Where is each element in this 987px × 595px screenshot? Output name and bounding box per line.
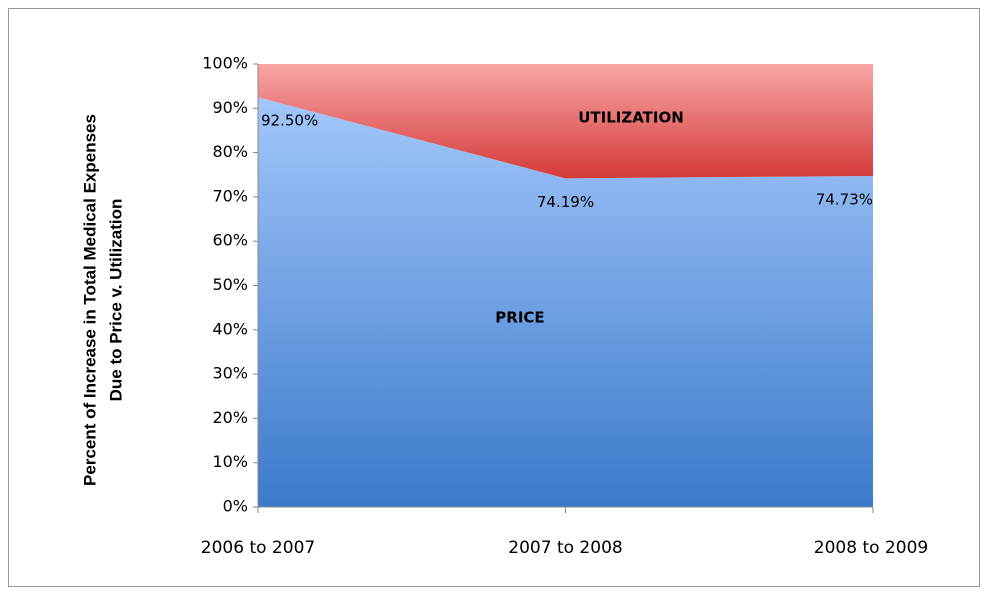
data-label: 92.50%	[261, 112, 318, 130]
y-tick-label: 100%	[202, 54, 248, 73]
series-label: PRICE	[495, 309, 544, 327]
y-axis-title-line: Percent of Increase in Total Medical Exp…	[80, 114, 99, 486]
y-tick-label: 20%	[212, 408, 248, 427]
y-tick-label: 70%	[212, 186, 248, 205]
area	[258, 64, 873, 179]
y-tick-label: 30%	[212, 364, 248, 383]
y-tick-label: 40%	[212, 319, 248, 338]
y-tick-label: 60%	[212, 231, 248, 250]
series-label: UTILIZATION	[578, 109, 684, 127]
y-tick-label: 80%	[212, 142, 248, 161]
y-tick-label: 0%	[223, 497, 248, 516]
y-tick-label: 10%	[212, 452, 248, 471]
y-tick-label: 50%	[212, 275, 248, 294]
x-tick-label: 2006 to 2007	[201, 538, 315, 558]
x-tick-label: 2008 to 2009	[814, 538, 928, 558]
data-label: 74.19%	[537, 193, 594, 211]
y-tick-label: 90%	[212, 98, 248, 117]
area	[258, 97, 873, 507]
x-tick-label: 2007 to 2008	[508, 538, 622, 558]
y-axis-title-line: Due to Price v. Utilization	[106, 199, 125, 402]
y-axis-title: Percent of Increase in Total Medical Exp…	[80, 114, 125, 486]
data-label: 74.73%	[816, 190, 873, 208]
